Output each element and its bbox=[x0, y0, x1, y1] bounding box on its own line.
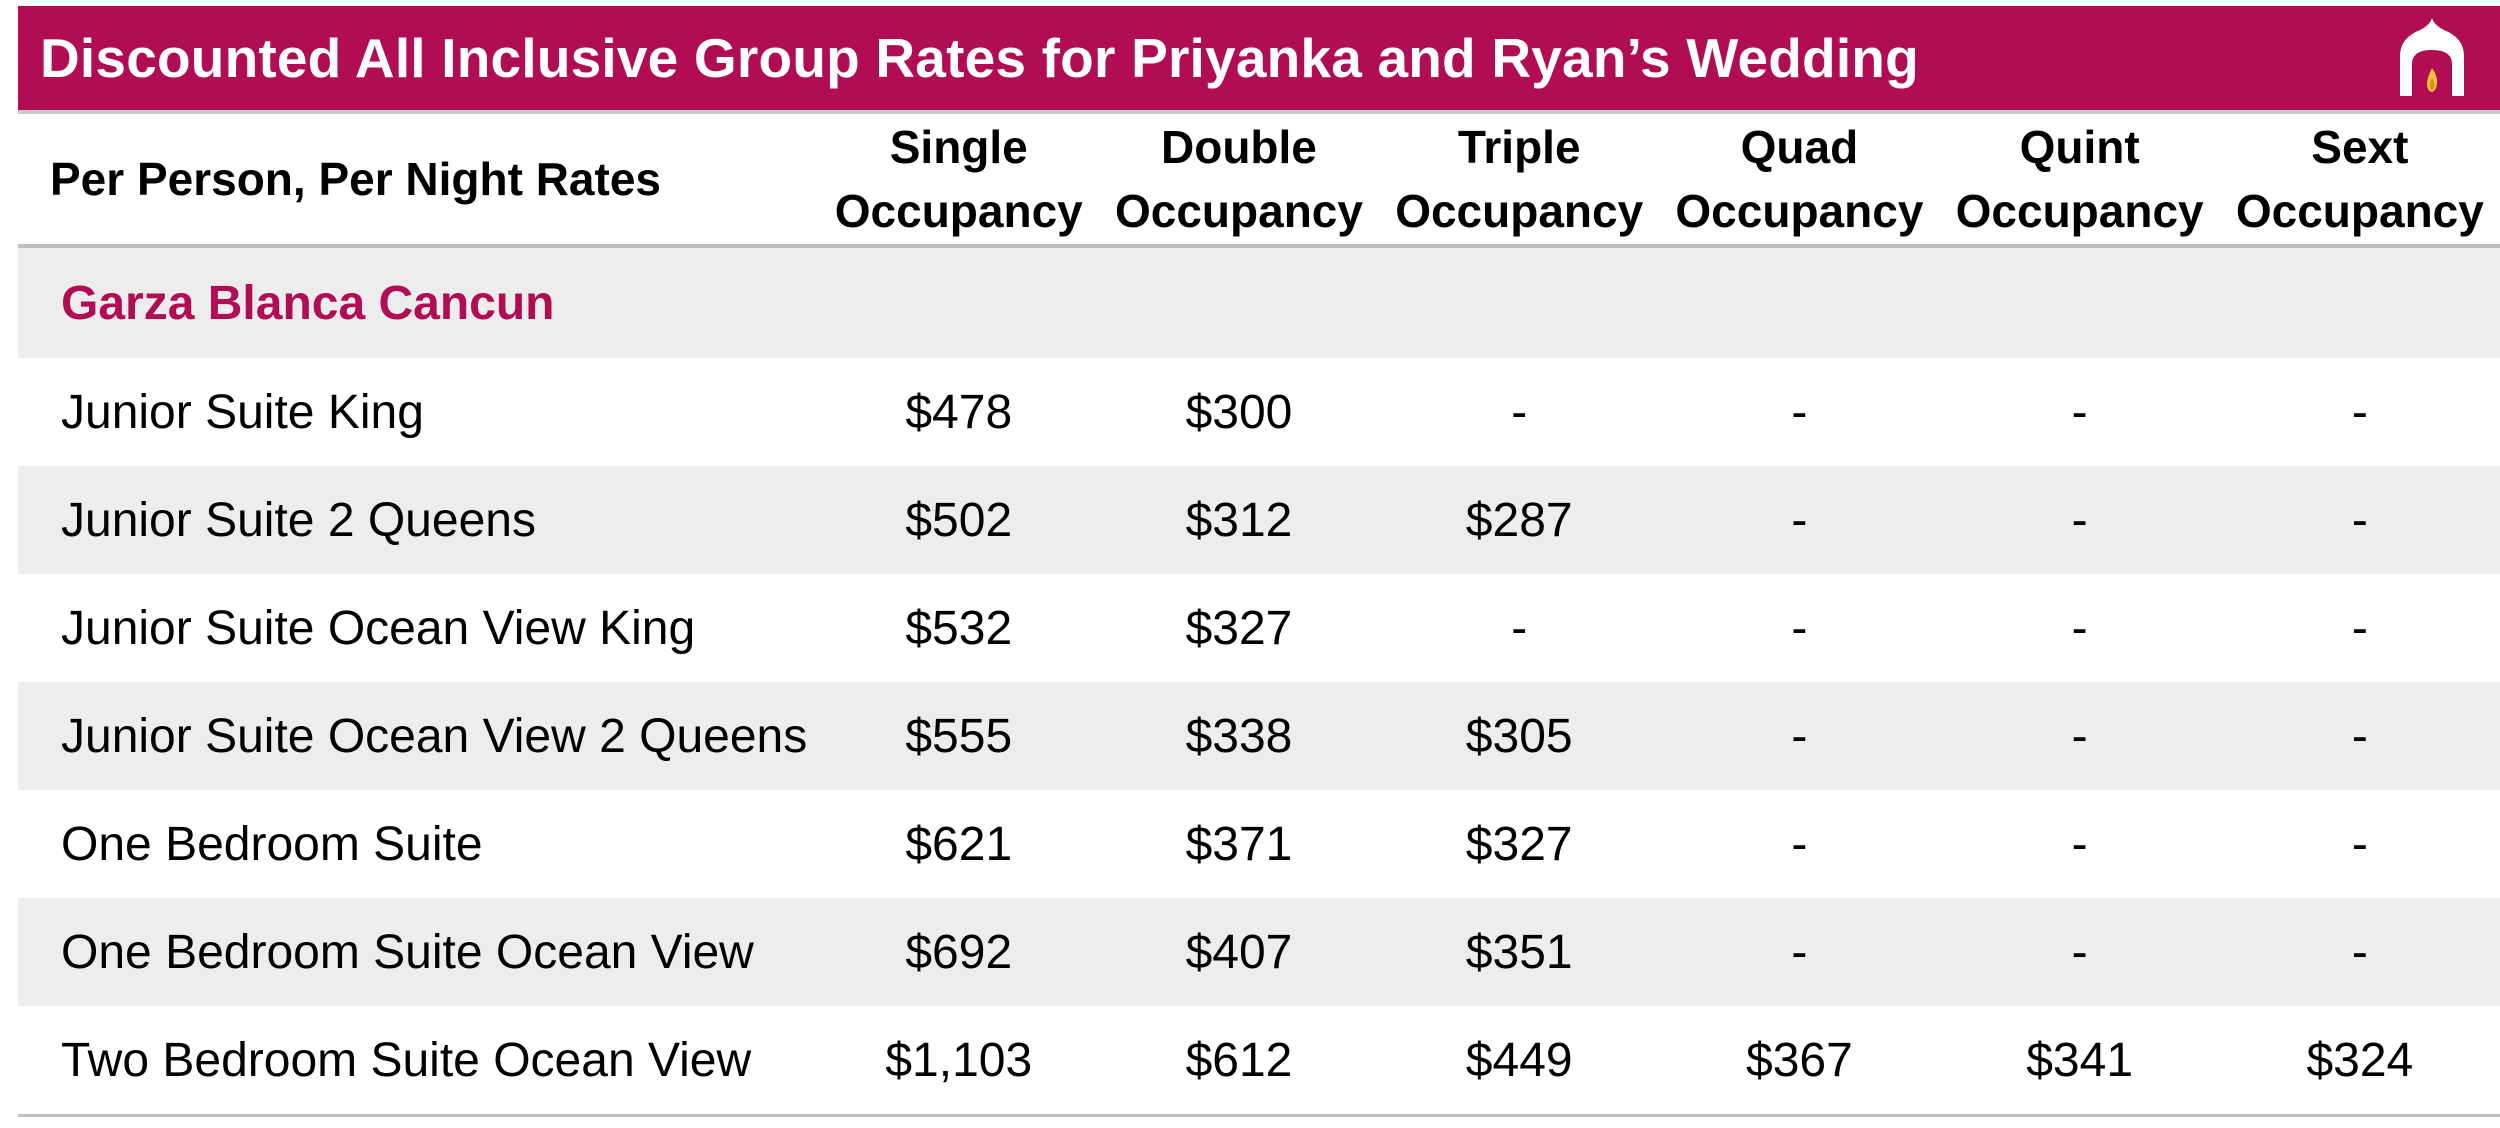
table-row: Junior Suite Ocean View King $532 $327 -… bbox=[18, 574, 2500, 682]
price-quint: - bbox=[1939, 358, 2220, 466]
price-sext: - bbox=[2219, 898, 2500, 1006]
price-sext: $324 bbox=[2219, 1006, 2500, 1114]
price-double: $371 bbox=[1098, 790, 1380, 898]
column-header-triple: Triple Occupancy bbox=[1379, 114, 1660, 248]
price-quint: - bbox=[1939, 790, 2220, 898]
price-double: $312 bbox=[1098, 466, 1380, 574]
price-triple: $449 bbox=[1379, 1006, 1660, 1114]
price-triple: - bbox=[1379, 574, 1660, 682]
rates-sheet: Discounted All Inclusive Group Rates for… bbox=[18, 6, 2500, 1117]
price-single: $1,103 bbox=[818, 1006, 1099, 1114]
column-header-quad: Quad Occupancy bbox=[1659, 114, 1940, 248]
rates-table: Per Person, Per Night Rates Single Occup… bbox=[18, 114, 2500, 1114]
price-triple: $305 bbox=[1379, 682, 1660, 790]
price-sext: - bbox=[2219, 790, 2500, 898]
table-row: One Bedroom Suite $621 $371 $327 - - - bbox=[18, 790, 2500, 898]
section-row: Garza Blanca Cancun bbox=[18, 246, 2500, 358]
price-sext: - bbox=[2219, 466, 2500, 574]
table-bottom-rule bbox=[18, 1114, 2500, 1117]
price-double: $612 bbox=[1098, 1006, 1380, 1114]
header-row: Per Person, Per Night Rates Single Occup… bbox=[18, 114, 2500, 248]
price-quint: $341 bbox=[1939, 1006, 2220, 1114]
column-header-quint: Quint Occupancy bbox=[1939, 114, 2220, 248]
price-double: $338 bbox=[1098, 682, 1380, 790]
price-single: $532 bbox=[818, 574, 1099, 682]
pavilion-flame-icon bbox=[2400, 18, 2464, 96]
title-bar: Discounted All Inclusive Group Rates for… bbox=[18, 6, 2500, 110]
price-single: $692 bbox=[818, 898, 1099, 1006]
price-quad: $367 bbox=[1659, 1006, 1940, 1114]
price-sext: - bbox=[2219, 682, 2500, 790]
room-type: Junior Suite Ocean View 2 Queens bbox=[18, 682, 819, 790]
column-header-sext: Sext Occupancy bbox=[2219, 114, 2500, 248]
room-type: One Bedroom Suite bbox=[18, 790, 819, 898]
price-triple: $327 bbox=[1379, 790, 1660, 898]
price-triple: $351 bbox=[1379, 898, 1660, 1006]
price-double: $407 bbox=[1098, 898, 1380, 1006]
table-row: One Bedroom Suite Ocean View $692 $407 $… bbox=[18, 898, 2500, 1006]
room-type: Junior Suite Ocean View King bbox=[18, 574, 819, 682]
resort-name: Garza Blanca Cancun bbox=[18, 246, 2500, 358]
price-triple: $287 bbox=[1379, 466, 1660, 574]
price-quad: - bbox=[1659, 358, 1940, 466]
price-single: $621 bbox=[818, 790, 1099, 898]
column-header-double: Double Occupancy bbox=[1098, 114, 1380, 248]
price-single: $478 bbox=[818, 358, 1099, 466]
rate-basis-header: Per Person, Per Night Rates bbox=[18, 114, 819, 248]
table-row: Two Bedroom Suite Ocean View $1,103 $612… bbox=[18, 1006, 2500, 1114]
price-quint: - bbox=[1939, 574, 2220, 682]
price-triple: - bbox=[1379, 358, 1660, 466]
price-quad: - bbox=[1659, 682, 1940, 790]
price-quint: - bbox=[1939, 682, 2220, 790]
price-quad: - bbox=[1659, 790, 1940, 898]
price-double: $300 bbox=[1098, 358, 1380, 466]
title-rule bbox=[18, 110, 2500, 114]
price-double: $327 bbox=[1098, 574, 1380, 682]
room-type: Junior Suite 2 Queens bbox=[18, 466, 819, 574]
price-single: $555 bbox=[818, 682, 1099, 790]
price-sext: - bbox=[2219, 358, 2500, 466]
table-row: Junior Suite Ocean View 2 Queens $555 $3… bbox=[18, 682, 2500, 790]
price-quint: - bbox=[1939, 466, 2220, 574]
room-type: Two Bedroom Suite Ocean View bbox=[18, 1006, 819, 1114]
price-quint: - bbox=[1939, 898, 2220, 1006]
table-row: Junior Suite King $478 $300 - - - - bbox=[18, 358, 2500, 466]
page-title: Discounted All Inclusive Group Rates for… bbox=[40, 27, 1919, 89]
price-quad: - bbox=[1659, 574, 1940, 682]
price-quad: - bbox=[1659, 466, 1940, 574]
table-row: Junior Suite 2 Queens $502 $312 $287 - -… bbox=[18, 466, 2500, 574]
price-single: $502 bbox=[818, 466, 1099, 574]
room-type: Junior Suite King bbox=[18, 358, 819, 466]
room-type: One Bedroom Suite Ocean View bbox=[18, 898, 819, 1006]
price-quad: - bbox=[1659, 898, 1940, 1006]
column-header-single: Single Occupancy bbox=[818, 114, 1099, 248]
price-sext: - bbox=[2219, 574, 2500, 682]
